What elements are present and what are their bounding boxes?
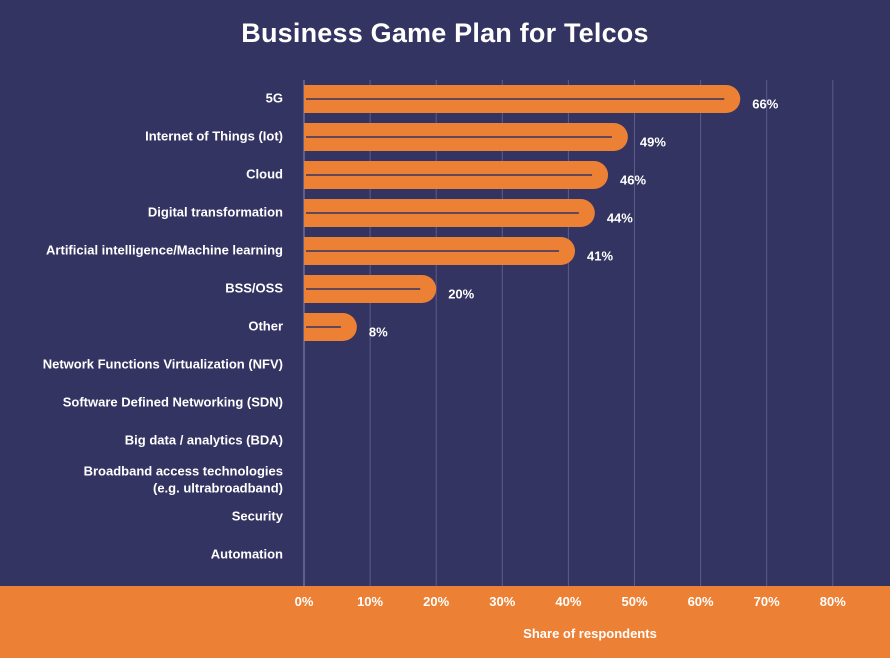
category-label: BSS/OSS <box>225 280 283 295</box>
chart-title: Business Game Plan for Telcos <box>241 18 649 48</box>
value-label: 44% <box>607 210 633 225</box>
value-label: 8% <box>369 324 388 339</box>
category-label: Cloud <box>246 166 283 181</box>
category-label: 5G <box>266 90 283 105</box>
value-label: 66% <box>752 96 778 111</box>
category-label: Automation <box>211 546 283 561</box>
x-axis-title: Share of respondents <box>523 626 657 641</box>
tick-label: 0% <box>295 594 314 609</box>
category-label: Big data / analytics (BDA) <box>125 432 283 447</box>
tick-label: 30% <box>489 594 515 609</box>
value-label: 20% <box>448 286 474 301</box>
category-label: Software Defined Networking (SDN) <box>63 394 283 409</box>
tick-label: 20% <box>423 594 449 609</box>
tick-label: 40% <box>555 594 581 609</box>
category-label: Security <box>232 508 284 523</box>
category-label: Broadband access technologies (e.g. ultra… <box>84 464 283 496</box>
tick-label: 70% <box>754 594 780 609</box>
category-label: Digital transformation <box>148 204 283 219</box>
tick-label: 50% <box>621 594 647 609</box>
value-label: 46% <box>620 172 646 187</box>
value-label: 41% <box>587 248 613 263</box>
category-label: Other <box>248 318 283 333</box>
tick-label: 60% <box>688 594 714 609</box>
category-label: Internet of Things (Iot) <box>145 128 283 143</box>
category-label: Artificial intelligence/Machine learning <box>46 242 283 257</box>
value-label: 49% <box>640 134 666 149</box>
tick-label: 80% <box>820 594 846 609</box>
category-label: Network Functions Virtualization (NFV) <box>43 356 283 371</box>
tick-label: 10% <box>357 594 383 609</box>
axis-band <box>0 586 890 658</box>
